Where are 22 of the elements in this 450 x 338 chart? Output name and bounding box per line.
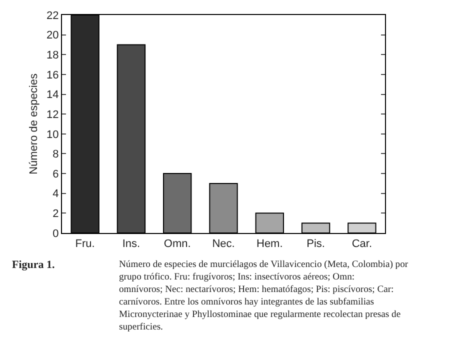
x-tick-label: Car.: [352, 238, 372, 250]
x-tick-label: Nec.: [212, 238, 235, 250]
y-axis-title: Número de especies: [28, 73, 40, 174]
text: Número de especies de murciélagos de Villavicencio (Meta, Colombia) por grupo trófico. Fru: frugívoros; Ins: insectívoros aéreos; Omn: omnívoros; Nec: nectarívoros; Hem: hematófagos; Pis: piscívoros; Car: carnívoros. Entre los omnívoros hay integrantes de las subfamilias Micronycterinae y Phyllostominae que regularmente recolectan presas de superficies.: [119, 259, 409, 332]
y-tick-label: 12: [46, 108, 59, 121]
y-tick-label: 8: [52, 148, 59, 161]
text: Figura 1.: [12, 259, 56, 271]
y-tick-label: 16: [46, 69, 59, 82]
y-tick-label: 4: [52, 188, 59, 200]
y-tick-label: 6: [52, 168, 59, 180]
y-tick-label: 18: [46, 49, 59, 62]
y-tick-label: 0: [52, 228, 59, 240]
x-tick-label: Pis.: [306, 238, 325, 250]
x-tick-label: Hem.: [256, 238, 283, 250]
y-tick-label: 22: [46, 10, 59, 22]
y-tick-label: 14: [46, 89, 59, 102]
x-tick-label: Ins.: [122, 238, 140, 250]
y-tick-label: 10: [46, 128, 59, 141]
y-tick-label: 20: [46, 30, 59, 42]
x-tick-label: Fru.: [75, 238, 95, 250]
y-tick-label: 2: [52, 208, 59, 220]
x-tick-label: Omn.: [164, 238, 191, 250]
